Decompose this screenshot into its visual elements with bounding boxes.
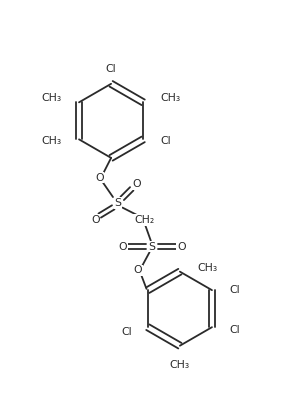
Text: Cl: Cl <box>106 64 116 74</box>
Text: CH₃: CH₃ <box>160 93 180 103</box>
Text: CH₃: CH₃ <box>42 93 62 103</box>
Text: Cl: Cl <box>229 325 240 335</box>
Text: CH₃: CH₃ <box>42 136 62 145</box>
Text: O: O <box>119 242 127 252</box>
Text: Cl: Cl <box>229 285 240 295</box>
Text: CH₃: CH₃ <box>170 360 190 370</box>
Text: Cl: Cl <box>160 136 171 145</box>
Text: O: O <box>133 266 142 275</box>
Text: S: S <box>149 242 156 252</box>
Text: O: O <box>132 179 141 189</box>
Text: CH₃: CH₃ <box>197 263 217 272</box>
Text: CH₂: CH₂ <box>134 215 154 225</box>
Text: O: O <box>91 215 100 225</box>
Text: Cl: Cl <box>121 328 132 337</box>
Text: S: S <box>114 198 121 208</box>
Text: O: O <box>177 242 186 252</box>
Text: O: O <box>95 173 104 183</box>
